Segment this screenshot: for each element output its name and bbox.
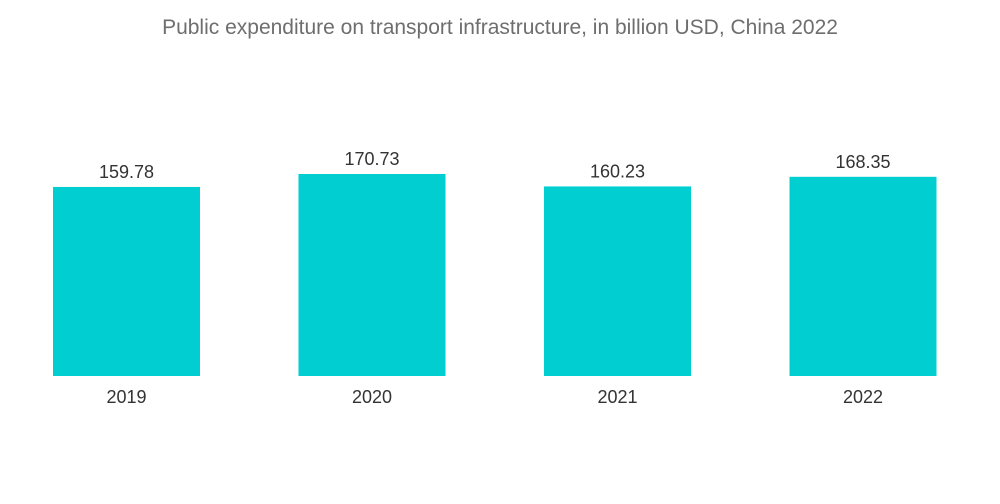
bar-2021 bbox=[544, 186, 691, 376]
data-label-2022: 168.35 bbox=[835, 152, 890, 172]
bars-layer: 159.78 2019 170.73 2020 160.23 2021 168.35 2022 bbox=[53, 149, 937, 407]
x-tick-label-2022: 2022 bbox=[843, 387, 883, 407]
x-tick-label-2021: 2021 bbox=[597, 387, 637, 407]
data-label-2019: 159.78 bbox=[99, 162, 154, 182]
data-label-2020: 170.73 bbox=[344, 149, 399, 169]
bar-2022 bbox=[789, 176, 937, 376]
bar-2020 bbox=[298, 174, 446, 376]
x-tick-label-2019: 2019 bbox=[106, 387, 146, 407]
data-label-2021: 160.23 bbox=[590, 161, 645, 181]
chart-title: Public expenditure on transport infrastr… bbox=[162, 16, 838, 39]
bar-2019 bbox=[53, 186, 200, 376]
x-tick-label-2020: 2020 bbox=[352, 387, 392, 407]
